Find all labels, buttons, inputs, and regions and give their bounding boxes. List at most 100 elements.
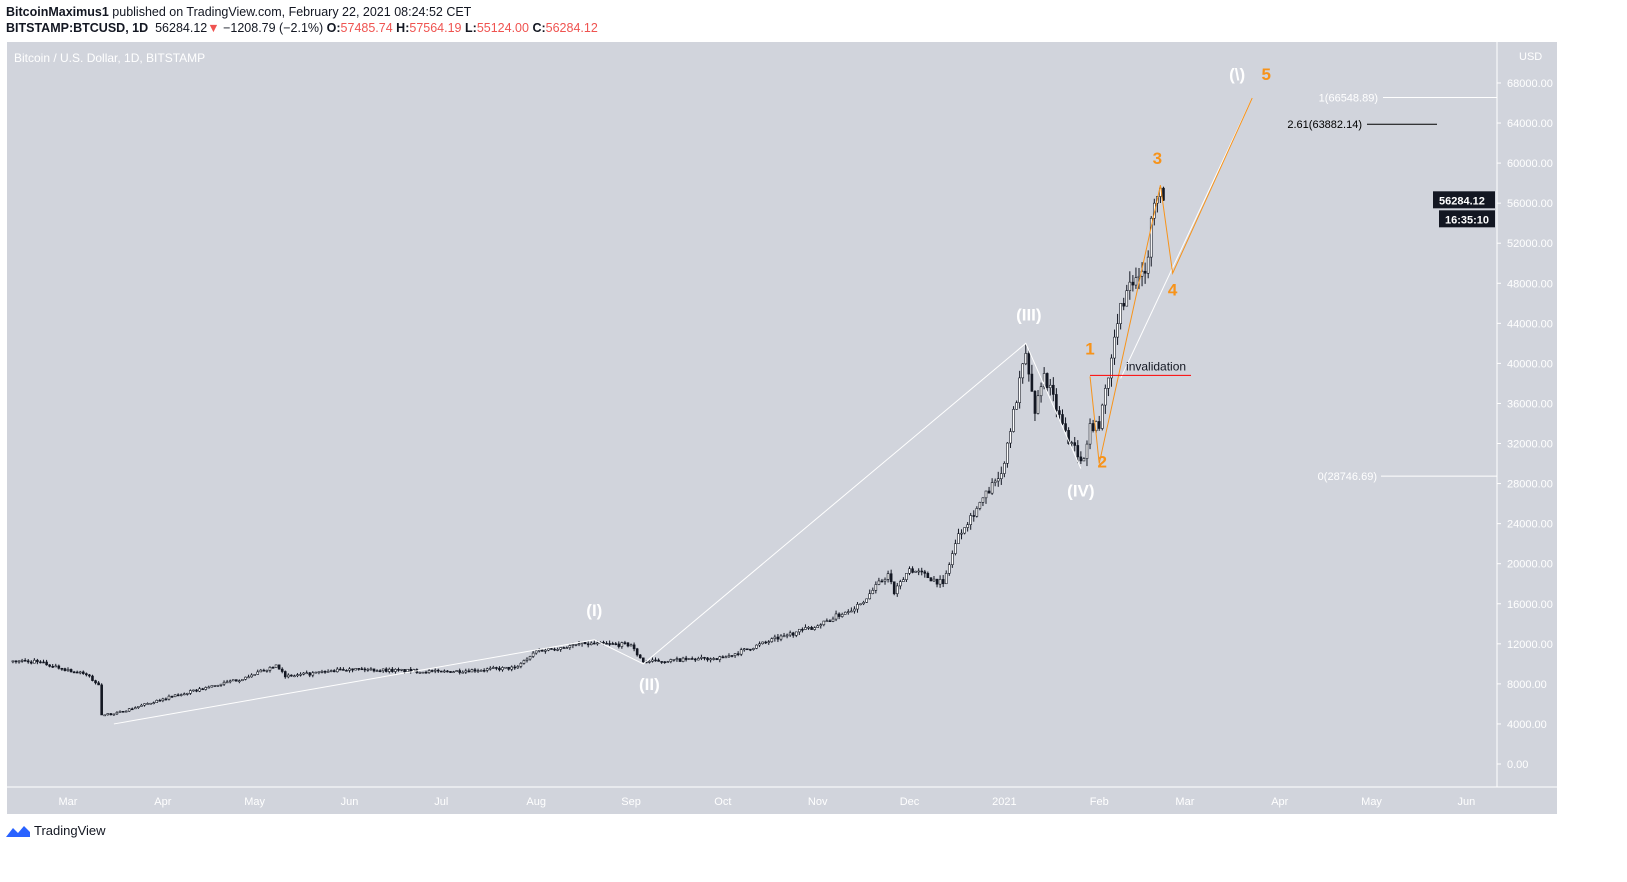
candle [1113,336,1116,359]
candle [75,671,79,674]
candle [314,671,318,674]
candle [513,666,517,669]
candle [1006,442,1009,464]
candle [271,667,275,669]
candle [727,655,731,658]
candle [914,570,917,573]
candle [446,670,449,673]
x-tick-label: Jun [1458,796,1476,808]
candle [1149,217,1153,258]
candle [293,675,296,678]
wave-line [1120,97,1253,379]
candle [782,635,786,638]
candle [534,650,538,654]
candle [1162,187,1165,201]
y-tick-label: 16000.00 [1507,599,1553,611]
candle [840,614,844,617]
candle [1030,373,1034,392]
candle [82,671,85,674]
candle [758,643,761,646]
candle [669,659,673,662]
candle [259,669,263,673]
y-tick-label: 40000.00 [1507,358,1553,370]
candle [369,668,373,671]
candle [179,694,183,696]
publish-info: BitcoinMaximus1 published on TradingView… [6,5,471,19]
candle [207,686,211,689]
candle [905,573,908,580]
candle [947,564,951,574]
candle [764,641,767,644]
y-tick-label: 48000.00 [1507,278,1553,290]
candle [1125,290,1129,307]
candle [1021,363,1025,379]
candle [895,585,899,595]
candle [339,668,342,671]
candle [666,661,670,663]
candle [109,713,113,716]
published-text: published on TradingView.com, February 2… [112,5,472,19]
y-tick-label: 28000.00 [1507,479,1553,491]
candle [418,672,422,674]
wave-label: 3 [1153,149,1162,168]
wave-label: 1 [1085,339,1094,358]
candle [23,660,27,662]
symbol: BITSTAMP:BTCUSD, 1D [6,21,149,35]
candle [372,668,376,672]
candle [739,649,743,655]
candle [1082,458,1086,462]
candle [1122,303,1125,307]
candle [329,670,333,672]
last-price: 56284.12 [155,21,208,35]
y-tick-label: 24000.00 [1507,519,1553,531]
low-label: L: [465,21,477,35]
candle [791,632,795,636]
candle [204,687,207,690]
x-tick-label: Apr [154,796,171,808]
fib-level-label: 2.61(63882.14) [1287,119,1362,131]
candle [283,671,287,678]
candle [100,684,103,716]
wave-label: 5 [1261,65,1270,84]
candle [121,711,125,713]
candle [449,671,452,673]
candle [60,668,64,670]
candle [149,702,152,705]
candle [268,667,272,671]
candle [176,694,180,697]
candle [216,685,220,687]
candle [11,660,15,663]
countdown-label: 16:35:10 [1445,214,1489,226]
candle [305,672,308,675]
candle [871,590,875,594]
candle [602,641,605,644]
y-tick-label: 32000.00 [1507,439,1553,451]
candle [749,648,752,651]
y-tick-label: 44000.00 [1507,318,1553,330]
candle [498,667,501,671]
candle [700,657,703,659]
candle [495,667,498,669]
candle [819,624,823,627]
candle [45,661,48,666]
candle [752,648,755,650]
candle [473,669,477,672]
candle [1100,404,1104,429]
candle [525,658,529,661]
candle [951,553,954,565]
author[interactable]: BitcoinMaximus1 [6,5,109,19]
candle [984,490,988,499]
candle [978,502,982,509]
candle [167,695,171,700]
candle [228,680,232,683]
candle [195,689,198,692]
candle [461,671,465,674]
candle [862,602,865,605]
candle [287,674,290,678]
candle [1024,353,1028,365]
wave-label: 4 [1168,280,1178,299]
candle [675,658,679,660]
tradingview-logo[interactable]: TradingView [6,823,106,838]
candle [464,670,468,673]
